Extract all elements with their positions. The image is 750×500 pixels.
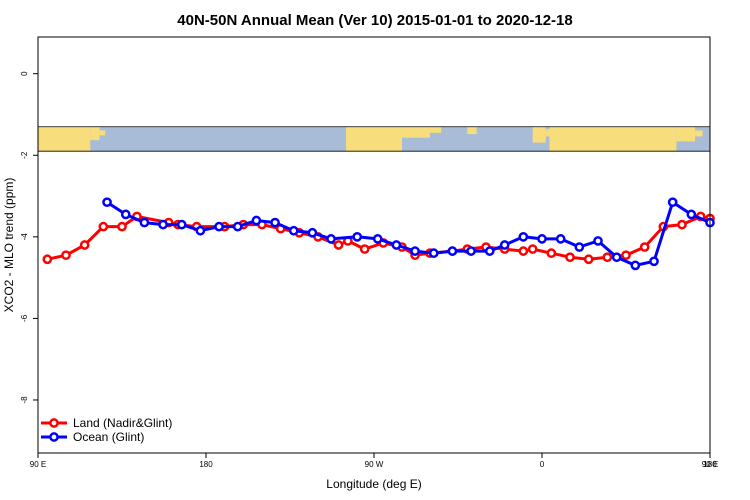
series-layer <box>42 197 715 271</box>
point-ocean-15 <box>391 240 402 250</box>
legend-item-land: Land (Nadir&Glint) <box>41 416 172 430</box>
point-ocean-17 <box>428 248 439 259</box>
point-ocean-29 <box>649 256 659 267</box>
point-land-32 <box>621 250 631 261</box>
point-land-3 <box>98 221 109 232</box>
map-land-10 <box>676 126 696 142</box>
y-tick-label-0: 0 <box>20 71 29 76</box>
point-ocean-2 <box>139 217 150 228</box>
point-land-28 <box>546 248 557 259</box>
point-ocean-0 <box>102 197 112 208</box>
point-ocean-19 <box>466 246 476 256</box>
map-land-0 <box>38 126 91 152</box>
map-land-4 <box>402 126 430 138</box>
point-ocean-27 <box>611 252 622 263</box>
point-ocean-30 <box>667 197 678 208</box>
legend-marker-ocean <box>49 432 59 442</box>
point-land-31 <box>602 252 613 263</box>
point-land-15 <box>333 240 344 250</box>
point-ocean-5 <box>195 225 206 236</box>
point-ocean-16 <box>410 246 420 256</box>
x-tick-label-2: 90 W <box>365 460 384 469</box>
x-axis-label: Longitude (deg E) <box>326 477 421 491</box>
y-tick-label-1: -2 <box>20 151 29 159</box>
y-tick-label-2: -4 <box>20 233 29 241</box>
world-map-strip <box>38 126 710 152</box>
x-tick-label-3: 0 <box>540 460 545 469</box>
point-ocean-14 <box>372 234 383 244</box>
point-land-2 <box>79 240 90 250</box>
x-tick-label-1: 180 <box>199 460 213 469</box>
plot-area <box>37 36 715 454</box>
point-ocean-22 <box>518 231 529 242</box>
point-ocean-9 <box>270 217 280 228</box>
series-ocean <box>102 197 715 271</box>
map-land-2 <box>99 130 106 136</box>
point-land-17 <box>359 244 370 254</box>
point-ocean-7 <box>232 221 243 232</box>
point-land-30 <box>583 254 594 265</box>
point-land-4 <box>117 221 127 232</box>
map-land-11 <box>695 130 703 137</box>
x-tick-label-5: 180 <box>703 460 717 469</box>
point-ocean-21 <box>499 240 510 250</box>
map-land-7 <box>532 126 546 143</box>
point-land-35 <box>677 219 687 230</box>
point-ocean-31 <box>686 209 697 220</box>
point-ocean-10 <box>288 225 299 236</box>
y-axis-label: XCO2 - MLO trend (ppm) <box>2 178 16 313</box>
legend-item-ocean: Ocean (Glint) <box>41 430 144 444</box>
y-tick-label-3: -6 <box>20 314 29 322</box>
legend-label-ocean: Ocean (Glint) <box>73 430 144 444</box>
y-tick-label-4: -8 <box>20 396 29 404</box>
point-land-27 <box>527 244 538 254</box>
point-ocean-28 <box>630 260 641 271</box>
point-ocean-12 <box>326 234 336 244</box>
point-land-33 <box>639 242 650 252</box>
point-ocean-8 <box>251 215 262 226</box>
x-tick-label-4: 90 E <box>702 460 718 469</box>
legend-marker-land <box>49 418 59 428</box>
point-ocean-4 <box>176 219 187 230</box>
map-land-9 <box>549 126 677 152</box>
map-land-6 <box>467 126 477 135</box>
point-ocean-24 <box>555 234 566 244</box>
legend: Land (Nadir&Glint)Ocean (Glint) <box>41 416 172 444</box>
point-ocean-23 <box>537 234 547 244</box>
map-land-1 <box>90 126 100 141</box>
point-ocean-6 <box>214 221 224 232</box>
point-ocean-26 <box>593 236 603 246</box>
point-ocean-13 <box>352 231 363 242</box>
y-axis: 0 -2 -4 -6 -8 <box>20 71 38 404</box>
point-ocean-3 <box>158 219 168 230</box>
map-land-3 <box>346 126 402 152</box>
point-ocean-18 <box>447 246 458 256</box>
chart-title: 40N-50N Annual Mean (Ver 10) 2015-01-01 … <box>177 12 572 29</box>
point-ocean-25 <box>574 242 585 252</box>
point-ocean-11 <box>307 227 318 238</box>
point-land-29 <box>565 252 575 263</box>
point-ocean-20 <box>484 246 495 256</box>
point-land-1 <box>61 250 71 261</box>
x-tick-label-0: 90 E <box>30 460 46 469</box>
legend-label-land: Land (Nadir&Glint) <box>73 416 172 430</box>
point-land-0 <box>42 254 53 265</box>
map-land-5 <box>430 126 442 133</box>
point-ocean-1 <box>120 209 131 220</box>
point-land-26 <box>518 246 529 256</box>
